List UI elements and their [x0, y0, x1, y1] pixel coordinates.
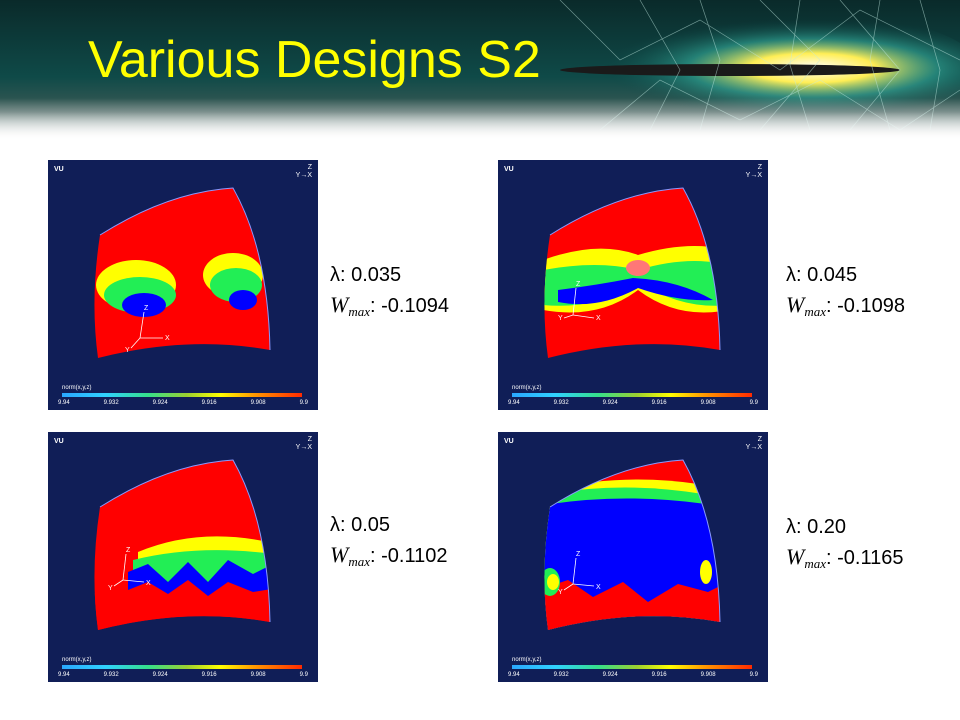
vu-label: VU — [504, 166, 514, 173]
axis-x-label: X — [146, 580, 151, 587]
colorbar-ticks: 9.94 9.932 9.924 9.916 9.908 9.9 — [58, 400, 308, 406]
surface-plot-3: X Z Y — [94, 459, 271, 630]
design-caption-3: λ: 0.05 Wmax: -0.1102 — [330, 514, 448, 569]
colorbar-ticks: 9.94 9.932 9.924 9.916 9.908 9.9 — [508, 400, 758, 406]
title-banner: Various Designs S2 — [0, 0, 960, 140]
vu-label: VU — [54, 438, 64, 445]
colorbar-ticks: 9.94 9.932 9.924 9.916 9.908 9.9 — [508, 672, 758, 678]
colorbar — [62, 665, 302, 669]
design-caption-1: λ: 0.035 Wmax: -0.1094 — [330, 264, 449, 319]
vu-label: VU — [504, 438, 514, 445]
colorbar-title: norm(x,y,z) — [62, 657, 92, 663]
axis-x-label: X — [596, 584, 601, 591]
colorbar — [62, 393, 302, 397]
vu-label: VU — [54, 166, 64, 173]
orientation-indicator: Z Y→X — [295, 164, 312, 179]
axis-x-label: X — [165, 335, 170, 342]
design-plot-2: X Z Y VU Z Y→X norm(x,y,z) 9.94 9.932 9.… — [498, 160, 768, 410]
axis-z-label: Z — [576, 551, 581, 558]
axis-y-label: Y — [558, 589, 563, 596]
surface-plot-1: X Z Y — [94, 187, 271, 358]
axis-y-label: Y — [125, 347, 130, 354]
surface-plot-2: X Z Y — [544, 187, 721, 358]
design-caption-4: λ: 0.20 Wmax: -0.1165 — [786, 516, 904, 571]
colorbar — [512, 393, 752, 397]
design-plot-4: X Z Y VU Z Y→X norm(x,y,z) 9.94 9.932 9.… — [498, 432, 768, 682]
slide-title: Various Designs S2 — [88, 31, 541, 89]
orientation-indicator: Z Y→X — [745, 164, 762, 179]
surface-plot-4: X Z Y — [544, 459, 721, 630]
orientation-indicator: Z Y→X — [745, 436, 762, 451]
axis-x-label: X — [596, 315, 601, 322]
axis-z-label: Z — [144, 305, 149, 312]
axis-y-label: Y — [108, 585, 113, 592]
orientation-indicator: Z Y→X — [295, 436, 312, 451]
axis-z-label: Z — [576, 281, 581, 288]
design-plot-1: X Z Y VU Z Y→X norm(x,y,z) 9.94 9.932 9.… — [48, 160, 318, 410]
colorbar-title: norm(x,y,z) — [512, 657, 542, 663]
colorbar-title: norm(x,y,z) — [512, 385, 542, 391]
design-caption-2: λ: 0.045 Wmax: -0.1098 — [786, 264, 905, 319]
banner-mesh-graphic — [0, 0, 960, 140]
colorbar-ticks: 9.94 9.932 9.924 9.916 9.908 9.9 — [58, 672, 308, 678]
axis-z-label: Z — [126, 547, 131, 554]
design-plot-3: X Z Y VU Z Y→X norm(x,y,z) 9.94 9.932 9.… — [48, 432, 318, 682]
axis-y-label: Y — [558, 315, 563, 322]
colorbar-title: norm(x,y,z) — [62, 385, 92, 391]
colorbar — [512, 665, 752, 669]
